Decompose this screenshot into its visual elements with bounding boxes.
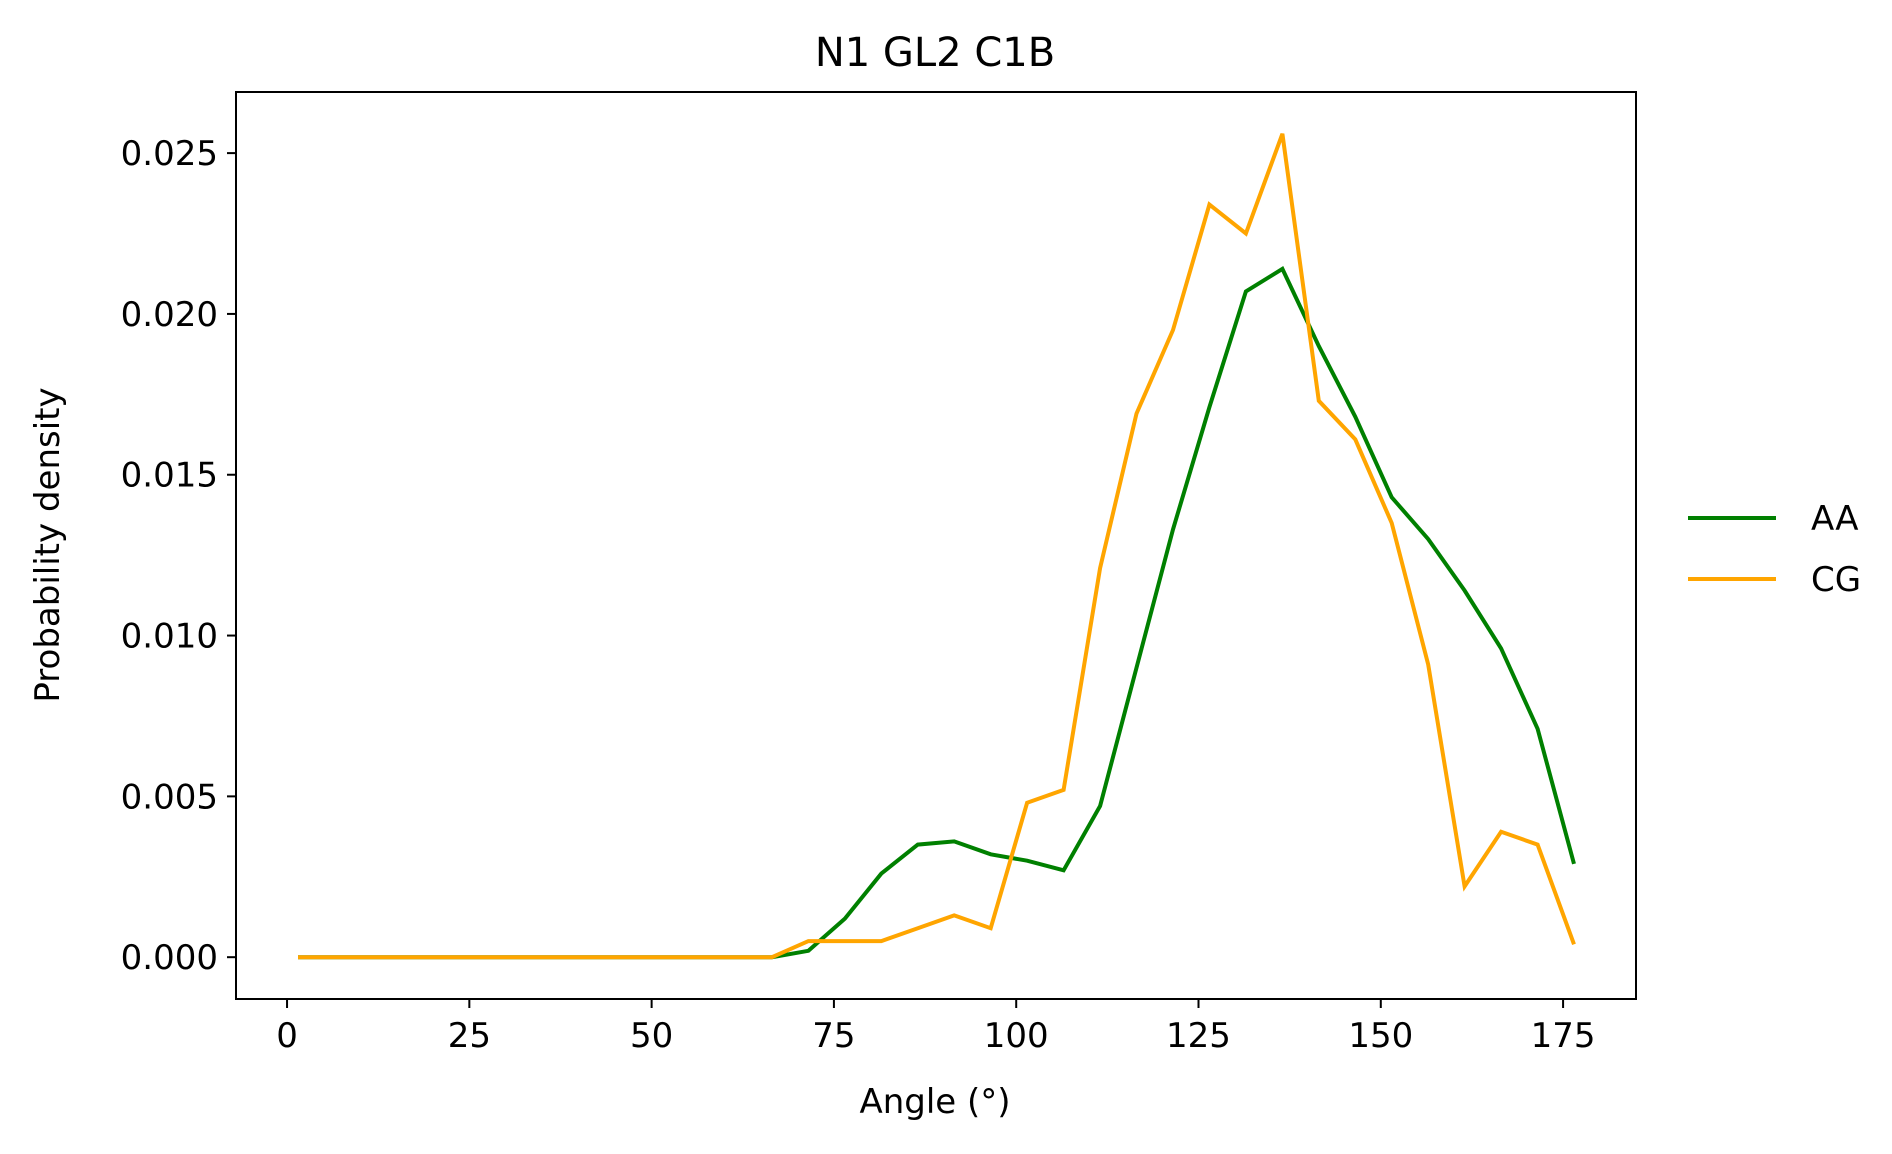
legend: AA CG — [1688, 499, 1861, 600]
x-tick-label: 75 — [812, 1016, 855, 1056]
x-tick-label: 0 — [276, 1016, 298, 1056]
y-tick-label: 0.000 — [121, 938, 218, 978]
y-axis-label: Probability density — [28, 387, 68, 702]
legend-label-cg: CG — [1811, 560, 1861, 600]
series-layer — [298, 133, 1576, 960]
y-tick-label: 0.015 — [121, 456, 218, 496]
y-axis: 0.000 0.005 0.010 0.015 0.020 0.025 — [121, 134, 236, 978]
y-tick-label: 0.025 — [121, 134, 218, 174]
x-tick-label: 100 — [984, 1016, 1049, 1056]
plot-area — [235, 91, 1637, 1000]
y-tick-label: 0.005 — [121, 777, 218, 817]
x-tick-label: 50 — [630, 1016, 673, 1056]
y-tick-label: 0.010 — [121, 617, 218, 657]
chart-title: N1 GL2 C1B — [815, 30, 1055, 76]
x-tick-label: 25 — [448, 1016, 491, 1056]
x-tick-label: 150 — [1348, 1016, 1413, 1056]
axes-frame — [235, 91, 1637, 1000]
legend-label-aa: AA — [1811, 499, 1858, 539]
x-axis-label: Angle (°) — [859, 1082, 1010, 1122]
y-tick-label: 0.020 — [121, 295, 218, 335]
x-tick-label: 125 — [1166, 1016, 1231, 1056]
series-line-cg — [298, 133, 1576, 960]
x-axis: 0 25 50 75 100 125 150 175 — [276, 999, 1596, 1056]
x-tick-label: 175 — [1531, 1016, 1596, 1056]
